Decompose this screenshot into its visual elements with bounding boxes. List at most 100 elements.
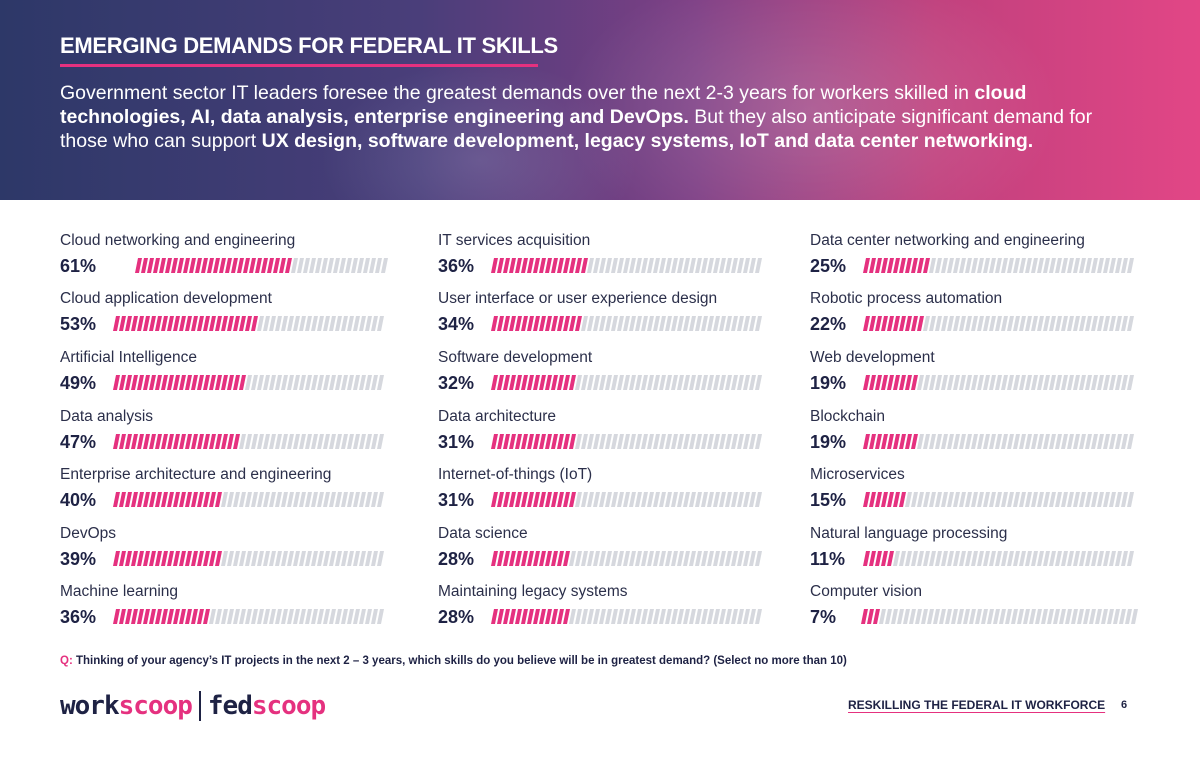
bar-segment-empty — [305, 316, 312, 331]
bar-segment-empty — [581, 551, 588, 566]
bar-segment-empty — [725, 492, 732, 507]
bar-segment-empty — [233, 609, 240, 624]
bar-segment-filled — [143, 316, 150, 331]
bar-segment-empty — [623, 434, 630, 449]
skill-label: Robotic process automation — [810, 290, 1003, 307]
bar-segment-filled — [539, 316, 546, 331]
bar-segment-filled — [881, 258, 888, 273]
bar-segment-empty — [713, 375, 720, 390]
skill-bar — [863, 258, 1140, 273]
skill-bar-svg — [491, 375, 762, 390]
bar-segment-empty — [653, 258, 660, 273]
skill-bar-svg — [491, 258, 762, 273]
bar-segment-empty — [977, 316, 984, 331]
bar-segment-empty — [911, 551, 918, 566]
bar-segment-empty — [245, 434, 252, 449]
bar-segment-empty — [1119, 609, 1126, 624]
bar-segment-empty — [993, 609, 1000, 624]
bar-segment-empty — [239, 551, 246, 566]
bar-segment-empty — [947, 551, 954, 566]
bar-segment-empty — [275, 609, 282, 624]
bar-segment-filled — [527, 609, 534, 624]
bar-segment-empty — [275, 434, 282, 449]
bar-segment-filled — [213, 258, 220, 273]
bar-segment-empty — [263, 375, 270, 390]
bar-segment-filled — [135, 258, 142, 273]
skill-label: Cloud application development — [60, 290, 272, 307]
bar-segment-empty — [1127, 434, 1134, 449]
bar-segment-filled — [141, 258, 148, 273]
bar-segment-empty — [891, 609, 898, 624]
bar-segment-empty — [1085, 551, 1092, 566]
bar-segment-empty — [989, 492, 996, 507]
bar-segment-filled — [497, 375, 504, 390]
bar-segment-filled — [515, 316, 522, 331]
bar-segment-empty — [653, 316, 660, 331]
bar-segment-empty — [935, 492, 942, 507]
bar-segment-empty — [635, 609, 642, 624]
bar-segment-filled — [197, 609, 204, 624]
bar-segment-filled — [893, 316, 900, 331]
bar-segment-filled — [245, 316, 252, 331]
bar-segment-filled — [137, 551, 144, 566]
bar-segment-empty — [275, 316, 282, 331]
report-title: RESKILLING THE FEDERAL IT WORKFORCE — [848, 698, 1106, 712]
bar-segment-empty — [341, 375, 348, 390]
bar-segment-empty — [917, 551, 924, 566]
bar-segment-filled — [521, 434, 528, 449]
bar-segment-empty — [1043, 492, 1050, 507]
bar-segment-empty — [593, 316, 600, 331]
bar-segment-filled — [155, 434, 162, 449]
bar-segment-empty — [879, 609, 886, 624]
bar-segment-empty — [1109, 258, 1116, 273]
bar-segment-empty — [719, 492, 726, 507]
bar-segment-empty — [227, 551, 234, 566]
bar-segment-filled — [491, 316, 498, 331]
bar-segment-empty — [257, 375, 264, 390]
bar-segment-empty — [371, 434, 378, 449]
bar-segment-empty — [1115, 316, 1122, 331]
bar-segment-empty — [647, 375, 654, 390]
bar-segment-empty — [1071, 609, 1078, 624]
bar-segment-filled — [491, 375, 498, 390]
bar-segment-filled — [231, 258, 238, 273]
bar-segment-filled — [179, 551, 186, 566]
bar-segment-filled — [533, 609, 540, 624]
bar-segment-filled — [149, 375, 156, 390]
bar-segment-empty — [647, 258, 654, 273]
bar-segment-empty — [1115, 258, 1122, 273]
skill-percent: 31% — [438, 490, 475, 510]
bar-segment-empty — [1025, 375, 1032, 390]
bar-segment-empty — [671, 492, 678, 507]
skill-label: Data architecture — [438, 408, 557, 425]
bar-segment-filled — [209, 375, 216, 390]
skill-label: DevOps — [60, 525, 116, 542]
bar-segment-empty — [725, 551, 732, 566]
bar-segment-empty — [293, 551, 300, 566]
skill-bar-svg — [491, 316, 762, 331]
bar-segment-empty — [593, 492, 600, 507]
bar-segment-filled — [521, 258, 528, 273]
bar-segment-empty — [365, 551, 372, 566]
bar-segment-filled — [167, 434, 174, 449]
bar-segment-filled — [551, 434, 558, 449]
bar-segment-empty — [977, 375, 984, 390]
bar-segment-empty — [365, 492, 372, 507]
bar-segment-empty — [629, 316, 636, 331]
bar-segment-filled — [197, 434, 204, 449]
bar-segment-empty — [593, 434, 600, 449]
bar-segment-filled — [233, 375, 240, 390]
bar-segment-empty — [311, 375, 318, 390]
bar-segment-empty — [345, 258, 352, 273]
bar-segment-empty — [1031, 551, 1038, 566]
bar-segment-empty — [341, 434, 348, 449]
bar-segment-empty — [1115, 551, 1122, 566]
bar-segment-empty — [929, 434, 936, 449]
bar-segment-empty — [743, 551, 750, 566]
bar-segment-empty — [239, 434, 246, 449]
skill-label: Maintaining legacy systems — [438, 583, 628, 600]
bar-segment-empty — [635, 434, 642, 449]
bar-segment-empty — [581, 434, 588, 449]
bar-segment-filled — [509, 434, 516, 449]
bar-segment-empty — [233, 492, 240, 507]
